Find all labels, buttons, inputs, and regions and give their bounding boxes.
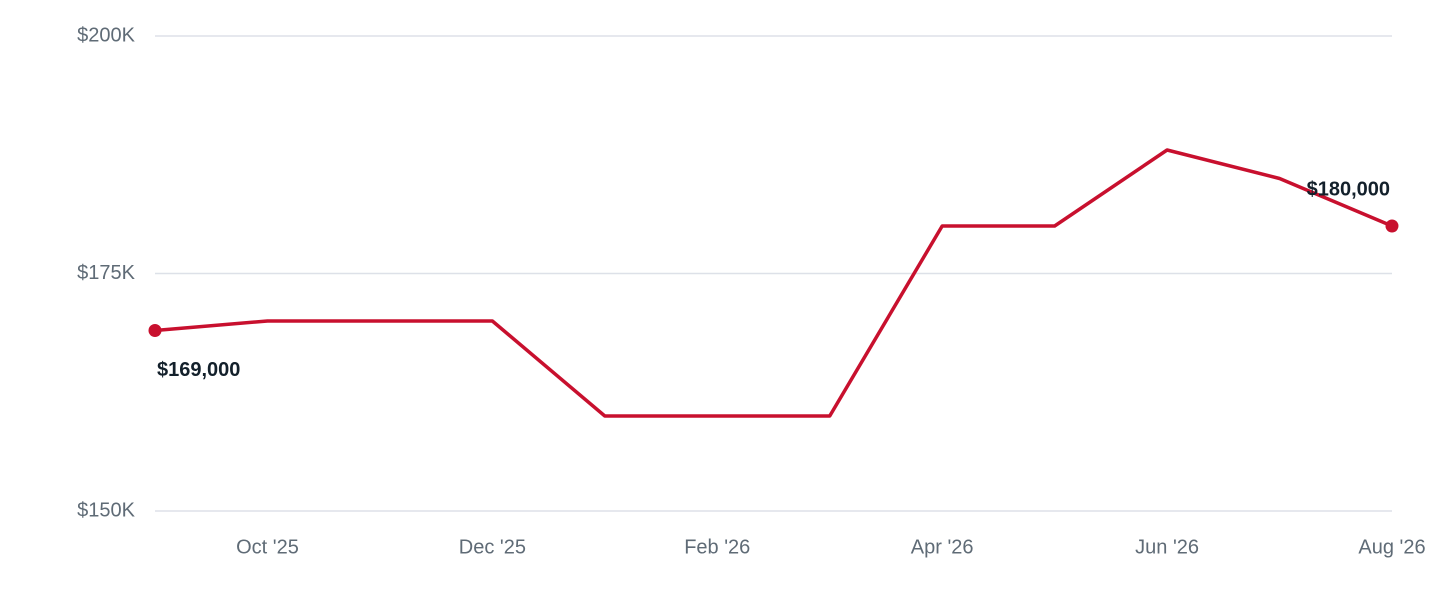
x-tick-label: Jun '26 bbox=[1135, 536, 1199, 558]
y-tick-label: $175K bbox=[77, 262, 135, 284]
point bbox=[148, 324, 162, 337]
data-label: $180,000 bbox=[1307, 178, 1390, 200]
x-tick-label: Aug '26 bbox=[1358, 536, 1425, 558]
y-tick-label: $150K bbox=[77, 499, 135, 521]
line bbox=[154, 148, 1393, 418]
x-tick-label: Apr '26 bbox=[911, 536, 974, 558]
y-tick-label: $200K bbox=[77, 24, 135, 46]
x-tick-label: Feb '26 bbox=[684, 536, 750, 558]
x-tick-label: Oct '25 bbox=[236, 536, 299, 558]
data-label: $169,000 bbox=[157, 359, 240, 381]
x-tick-label: Dec '25 bbox=[459, 536, 526, 558]
point bbox=[1385, 219, 1399, 233]
